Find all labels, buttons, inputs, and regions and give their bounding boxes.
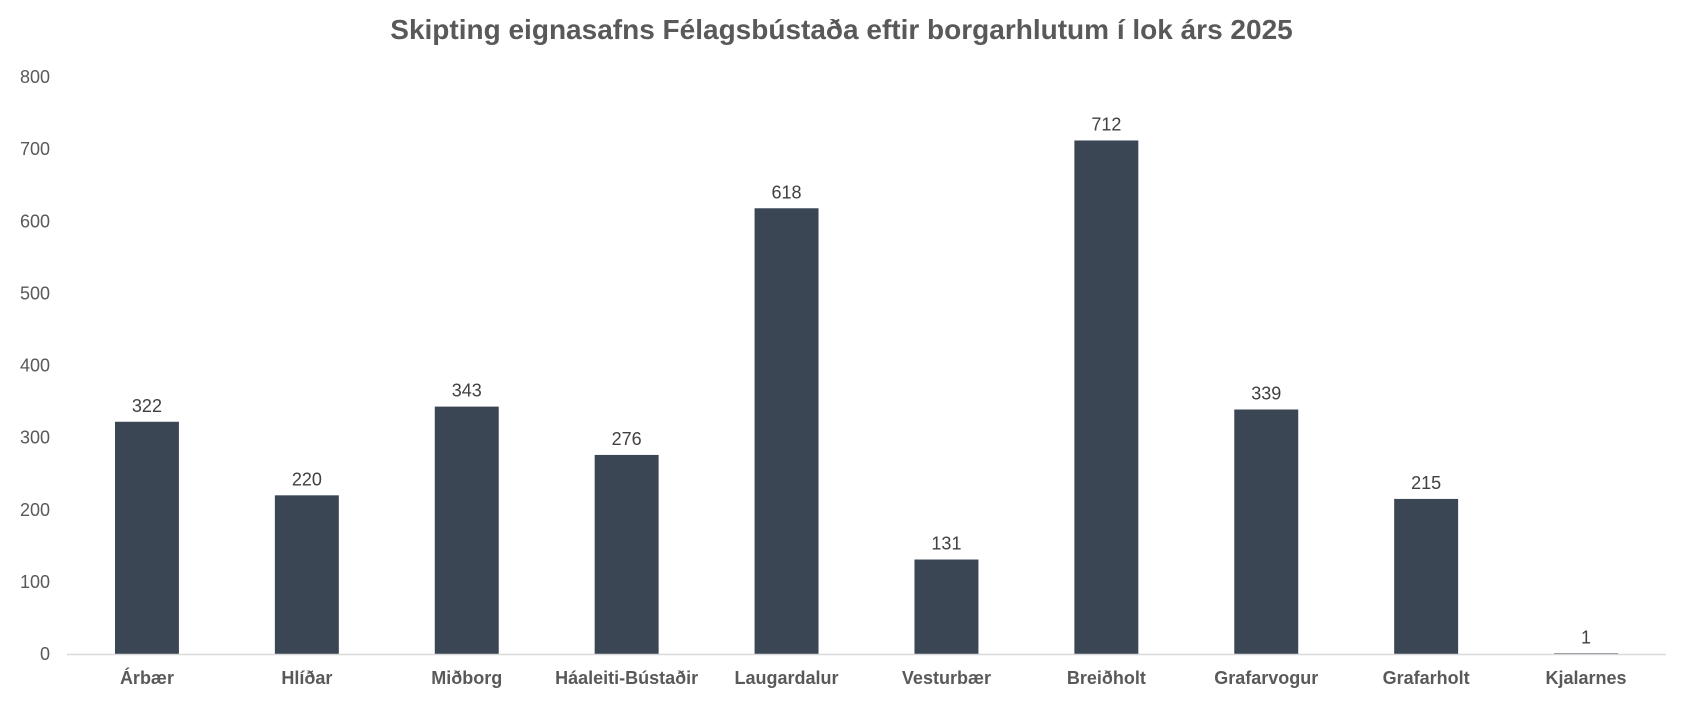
y-tick-label: 300 [20, 428, 50, 448]
bar [1074, 140, 1139, 655]
bar [914, 559, 979, 654]
x-category-label: Vesturbær [902, 668, 991, 688]
data-label: 276 [612, 429, 642, 449]
bar [1234, 409, 1299, 654]
y-tick-label: 500 [20, 283, 50, 303]
x-axis-category-labels: Árbær Hlíðar Miðborg Háaleiti-Bústaðir Lauga… [120, 667, 1627, 688]
x-category-label: Kjalarnes [1546, 668, 1627, 688]
x-category-label: Laugardalur [735, 668, 839, 688]
y-tick-label: 100 [20, 572, 50, 592]
x-category-label: Miðborg [431, 668, 502, 688]
data-label: 339 [1251, 383, 1281, 403]
bar [274, 495, 339, 654]
data-label: 712 [1091, 114, 1121, 134]
y-tick-label: 200 [20, 500, 50, 520]
data-label: 322 [132, 396, 162, 416]
bar [114, 421, 179, 654]
y-tick-label: 600 [20, 211, 50, 231]
x-category-label: Háaleiti-Bústaðir [555, 668, 698, 688]
y-tick-label: 800 [20, 67, 50, 87]
x-category-label: Grafarvogur [1214, 668, 1318, 688]
y-axis-tick-labels: 0 100 200 300 400 500 600 700 800 [20, 67, 50, 664]
bars-group [114, 140, 1619, 655]
data-label: 1 [1581, 627, 1591, 647]
x-category-label: Árbær [120, 667, 174, 688]
data-label: 131 [931, 534, 961, 554]
y-tick-label: 400 [20, 356, 50, 376]
data-label: 220 [292, 469, 322, 489]
x-category-label: Breiðholt [1067, 668, 1146, 688]
bar [434, 406, 499, 654]
bar [594, 454, 659, 654]
chart-title: Skipting eignasafns Félagsbústaða eftir … [390, 14, 1293, 45]
bar [754, 208, 819, 654]
bar [1554, 653, 1619, 654]
x-category-label: Hlíðar [281, 668, 332, 688]
y-tick-label: 0 [40, 644, 50, 664]
y-tick-label: 700 [20, 139, 50, 159]
x-category-label: Grafarholt [1383, 668, 1470, 688]
data-label: 618 [772, 182, 802, 202]
data-label: 215 [1411, 473, 1441, 493]
data-label: 343 [452, 381, 482, 401]
bar [1394, 498, 1459, 654]
data-labels-group: 322 220 343 276 618 131 712 339 215 1 [132, 114, 1591, 647]
